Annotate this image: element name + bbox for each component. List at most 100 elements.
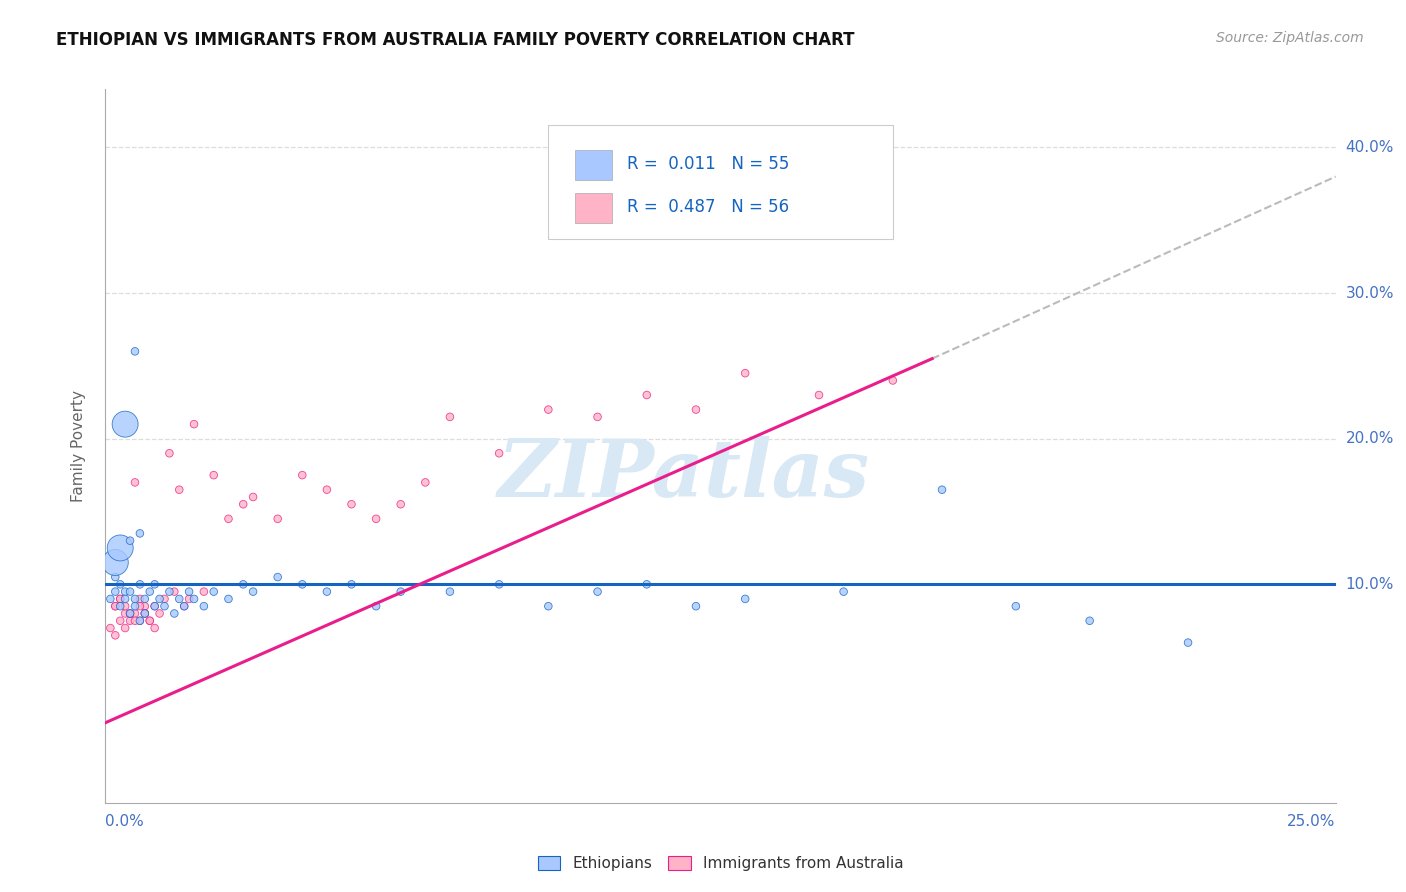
Point [104,570,127,584]
Point [104,628,127,642]
Point [129,526,152,541]
Point [315,584,337,599]
Point [143,599,166,614]
FancyBboxPatch shape [548,125,893,239]
Point [685,402,707,417]
Point [232,497,254,511]
Point [882,374,904,388]
Point [134,599,156,614]
Point [366,599,388,614]
Point [586,584,609,599]
Point [120,533,141,548]
Point [232,577,254,591]
Point [439,409,461,424]
Text: 20.0%: 20.0% [1346,431,1393,446]
Point [193,599,215,614]
Point [183,417,205,432]
Text: ETHIOPIAN VS IMMIGRANTS FROM AUSTRALIA FAMILY POVERTY CORRELATION CHART: ETHIOPIAN VS IMMIGRANTS FROM AUSTRALIA F… [56,31,855,49]
Point [149,591,172,606]
Point [169,591,191,606]
Point [134,607,156,621]
Point [537,599,560,614]
Point [636,577,658,591]
Point [1078,614,1101,628]
Point [120,607,141,621]
Point [173,599,195,614]
Point [153,591,176,606]
Point [163,607,186,621]
Point [120,607,141,621]
Point [537,402,560,417]
Text: 40.0%: 40.0% [1346,140,1393,155]
Point [340,577,363,591]
Point [110,591,132,606]
Point [138,614,162,628]
Point [129,614,152,628]
Point [120,584,141,599]
Point [413,475,436,490]
Point [124,599,146,614]
Point [134,607,156,621]
Point [931,483,953,497]
Point [114,584,136,599]
Point [120,607,141,621]
Point [110,599,132,614]
Point [138,584,162,599]
Point [242,490,264,504]
FancyBboxPatch shape [575,193,613,223]
Point [104,556,127,570]
Point [129,577,152,591]
Point [110,591,132,606]
Point [1177,635,1199,649]
Point [291,468,314,483]
Point [340,497,363,511]
Point [267,512,290,526]
Point [98,591,122,606]
Point [267,570,290,584]
Text: R =  0.487   N = 56: R = 0.487 N = 56 [627,198,789,216]
Point [114,621,136,635]
Point [366,512,388,526]
Text: Source: ZipAtlas.com: Source: ZipAtlas.com [1216,31,1364,45]
Point [129,614,152,628]
Point [153,599,176,614]
Point [218,591,240,606]
Text: Family Poverty: Family Poverty [70,390,86,502]
Point [242,584,264,599]
Point [807,388,830,402]
Text: ZIPatlas: ZIPatlas [498,436,870,513]
Point [114,417,136,432]
Point [114,607,136,621]
Point [734,591,756,606]
Point [143,577,166,591]
Point [488,577,510,591]
Point [124,607,146,621]
Point [389,584,412,599]
Point [389,497,412,511]
Point [104,599,127,614]
Point [110,614,132,628]
Text: R =  0.011   N = 55: R = 0.011 N = 55 [627,155,789,173]
Point [193,584,215,599]
Point [114,591,136,606]
Point [98,621,122,635]
Point [110,577,132,591]
Point [143,621,166,635]
Point [685,599,707,614]
Point [159,446,180,460]
Point [183,591,205,606]
Point [488,446,510,460]
Point [636,388,658,402]
Point [104,584,127,599]
Point [114,599,136,614]
Point [173,599,195,614]
Point [315,483,337,497]
Point [138,614,162,628]
Legend: Ethiopians, Immigrants from Australia: Ethiopians, Immigrants from Australia [531,849,910,877]
Point [110,541,132,555]
Point [202,468,225,483]
Point [143,599,166,614]
Text: 10.0%: 10.0% [1346,577,1393,592]
Point [202,584,225,599]
Point [163,584,186,599]
